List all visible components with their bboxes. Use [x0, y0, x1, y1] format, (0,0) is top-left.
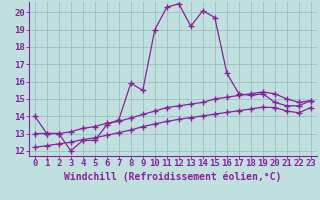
X-axis label: Windchill (Refroidissement éolien,°C): Windchill (Refroidissement éolien,°C) — [64, 171, 282, 182]
